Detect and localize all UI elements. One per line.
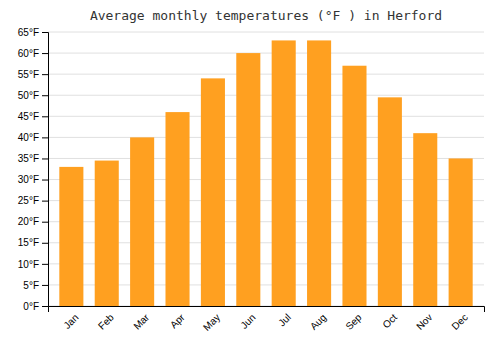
bar [342,66,366,306]
tick-label: 60°F [18,48,39,59]
grid [48,32,484,306]
tick: 60°F [18,48,48,59]
bar [413,133,437,306]
tick-mark [42,180,48,181]
tick: Jan [61,312,80,331]
tick-label: Oct [380,312,399,331]
tick-label: 20°F [18,216,39,227]
tick-label: 0°F [23,301,39,312]
tick-label: 40°F [18,132,39,143]
bar [95,161,119,306]
bar [307,40,331,306]
tick-mark [42,201,48,202]
tick-mark [42,32,48,33]
tick-label: 35°F [18,153,39,164]
tick-mark [42,264,48,265]
bar [130,137,154,306]
tick-label: Jun [238,312,257,331]
bar [201,78,225,306]
plot: Jan Feb Mar Apr May Jun Jul Aug Sep Oct Nov Dec 0°F 5… [18,27,485,333]
tick: 40°F [18,132,48,143]
tick-label: Aug [308,312,328,332]
bar [272,40,296,306]
tick-label: 45°F [18,111,39,122]
tick: 0°F [23,301,48,312]
tick-label: May [201,312,222,333]
tick-mark [42,306,48,307]
tick-label: Feb [96,311,116,331]
bar [236,53,260,306]
chart: Jan Feb Mar Apr May Jun Jul Aug Sep Oct Nov Dec 0°F 5… [0,0,500,350]
tick-label: 50°F [18,90,39,101]
tick-mark [42,95,48,96]
tick: 25°F [18,195,48,206]
tick-label: Nov [414,312,434,332]
title: Average monthly temperatures (°F ) in He… [90,8,442,23]
tick: 50°F [18,90,48,101]
tick: Sep [343,311,364,332]
tick: 5°F [23,280,48,291]
tick: Jun [238,312,257,331]
tick-mark [42,74,48,75]
tick: Dec [449,312,469,332]
tick-mark [42,137,48,138]
tick-mark [42,158,48,159]
tick-mark [42,53,48,54]
tick-label: Mar [131,311,151,331]
grid-line [48,116,484,117]
grid-line [48,74,484,75]
bar [165,112,189,306]
bar [59,167,83,306]
tick-mark [42,116,48,117]
tick-label: 65°F [18,27,39,38]
tick-label: 15°F [18,237,39,248]
axis-line [49,307,485,313]
tick-label: 25°F [18,195,39,206]
tick: 20°F [18,216,48,227]
tick: Oct [380,312,399,331]
bars [59,40,472,306]
grid-line [48,95,484,96]
tick: Feb [96,311,116,331]
tick-mark [42,243,48,244]
tick: 45°F [18,111,48,122]
x-axis: Jan Feb Mar Apr May Jun Jul Aug Sep Oct Nov Dec [49,307,485,333]
tick-label: Jan [61,312,80,331]
tick: Jul [276,312,293,329]
tick-label: Apr [168,311,187,330]
bar [378,97,402,306]
grid-line [48,53,484,54]
tick: 55°F [18,69,48,80]
tick-label: Sep [343,311,364,332]
tick-label: 10°F [18,259,39,270]
bar [449,158,473,306]
tick: 35°F [18,153,48,164]
tick: May [201,312,222,333]
tick-label: Dec [449,312,469,332]
tick: Mar [131,311,151,331]
tick-label: 30°F [18,174,39,185]
y-axis: 0°F 5°F 10°F 15°F 20°F 25°F 30°F 35°F 40°F 45°F 50… [18,27,49,312]
tick-label: 5°F [23,280,39,291]
tick: 10°F [18,259,48,270]
tick: Nov [414,312,434,332]
axis-line [42,33,49,307]
tick: 15°F [18,237,48,248]
tick-mark [42,222,48,223]
tick: 30°F [18,174,48,185]
grid-line [48,32,484,33]
tick: 65°F [18,27,48,38]
tick: Apr [168,311,187,330]
tick: Aug [308,312,328,332]
tick-mark [42,285,48,286]
tick-label: 55°F [18,69,39,80]
tick-label: Jul [276,312,293,329]
